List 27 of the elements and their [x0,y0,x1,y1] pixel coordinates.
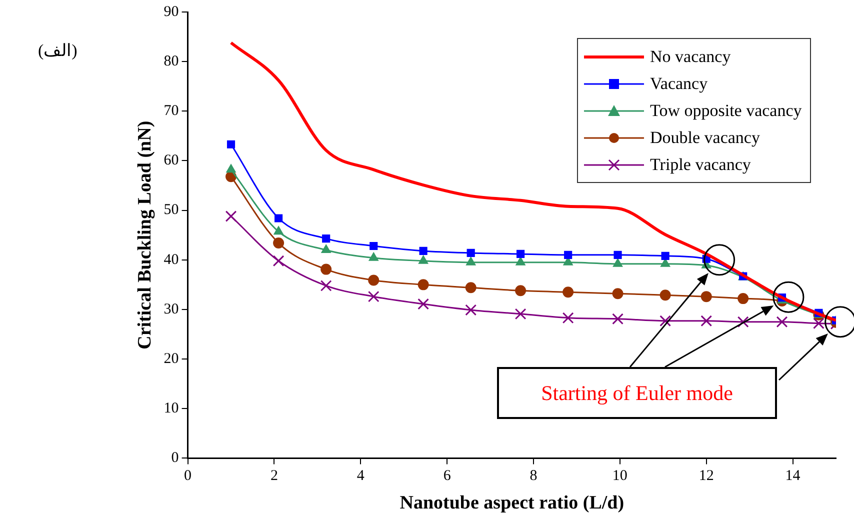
legend-label: Double vacancy [650,127,760,149]
x-tick-label: 0 [184,468,192,484]
annotation: Starting of Euler mode [497,367,777,419]
legend-label: No vacancy [650,46,731,68]
y-tick-label: 30 [164,301,179,318]
y-tick-label: 40 [164,252,179,268]
legend-label: Tow opposite vacancy [650,100,802,122]
x-tick-label: 8 [530,468,538,484]
y-tick-label: 70 [164,103,179,120]
x-tick-label: 6 [443,468,452,484]
y-tick-label: 20 [164,350,179,367]
x-axis-title: Nanotube aspect ratio (L/d) [400,492,624,514]
y-tick-label: 10 [164,400,179,417]
x-tick-label: 10 [612,468,628,484]
y-tick-label: 80 [164,54,179,70]
x-tick-label: 14 [785,468,801,484]
y-tick-label: 0 [171,450,179,466]
x-tick-label: 4 [356,468,365,484]
y-axis-title: Critical Buckling Load (nN) [134,120,156,350]
legend-label: Triple vacancy [650,154,751,176]
x-tick-label: 2 [270,468,278,484]
x-tick-label: 12 [698,468,714,484]
y-tick-label: 90 [164,4,179,20]
legend-label: Vacancy [650,73,708,95]
y-tick-label: 50 [164,202,179,218]
y-tick-label: 60 [164,152,179,169]
text: (الف) [38,40,78,61]
